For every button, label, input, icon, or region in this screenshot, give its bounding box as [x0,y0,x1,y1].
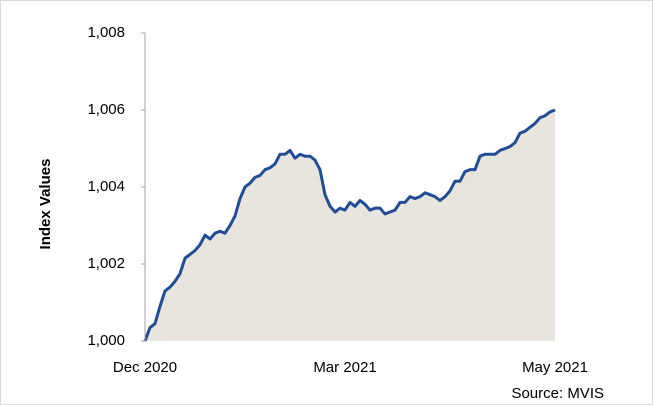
y-tick-label: 1,002 [87,255,125,272]
y-tick-label: 1,000 [87,332,125,349]
x-tick-label: Mar 2021 [313,359,376,376]
y-tick-label: 1,008 [87,24,125,41]
x-tick-label: May 2021 [522,359,588,376]
y-tick-label: 1,006 [87,101,125,118]
line [143,108,556,342]
x-tick-label: Dec 2020 [113,359,177,376]
source-note: Source: MVIS [511,385,604,402]
y-tick-label: 1,004 [87,178,125,195]
area-fill [145,110,555,341]
y-axis-label: Index Values [37,159,54,250]
